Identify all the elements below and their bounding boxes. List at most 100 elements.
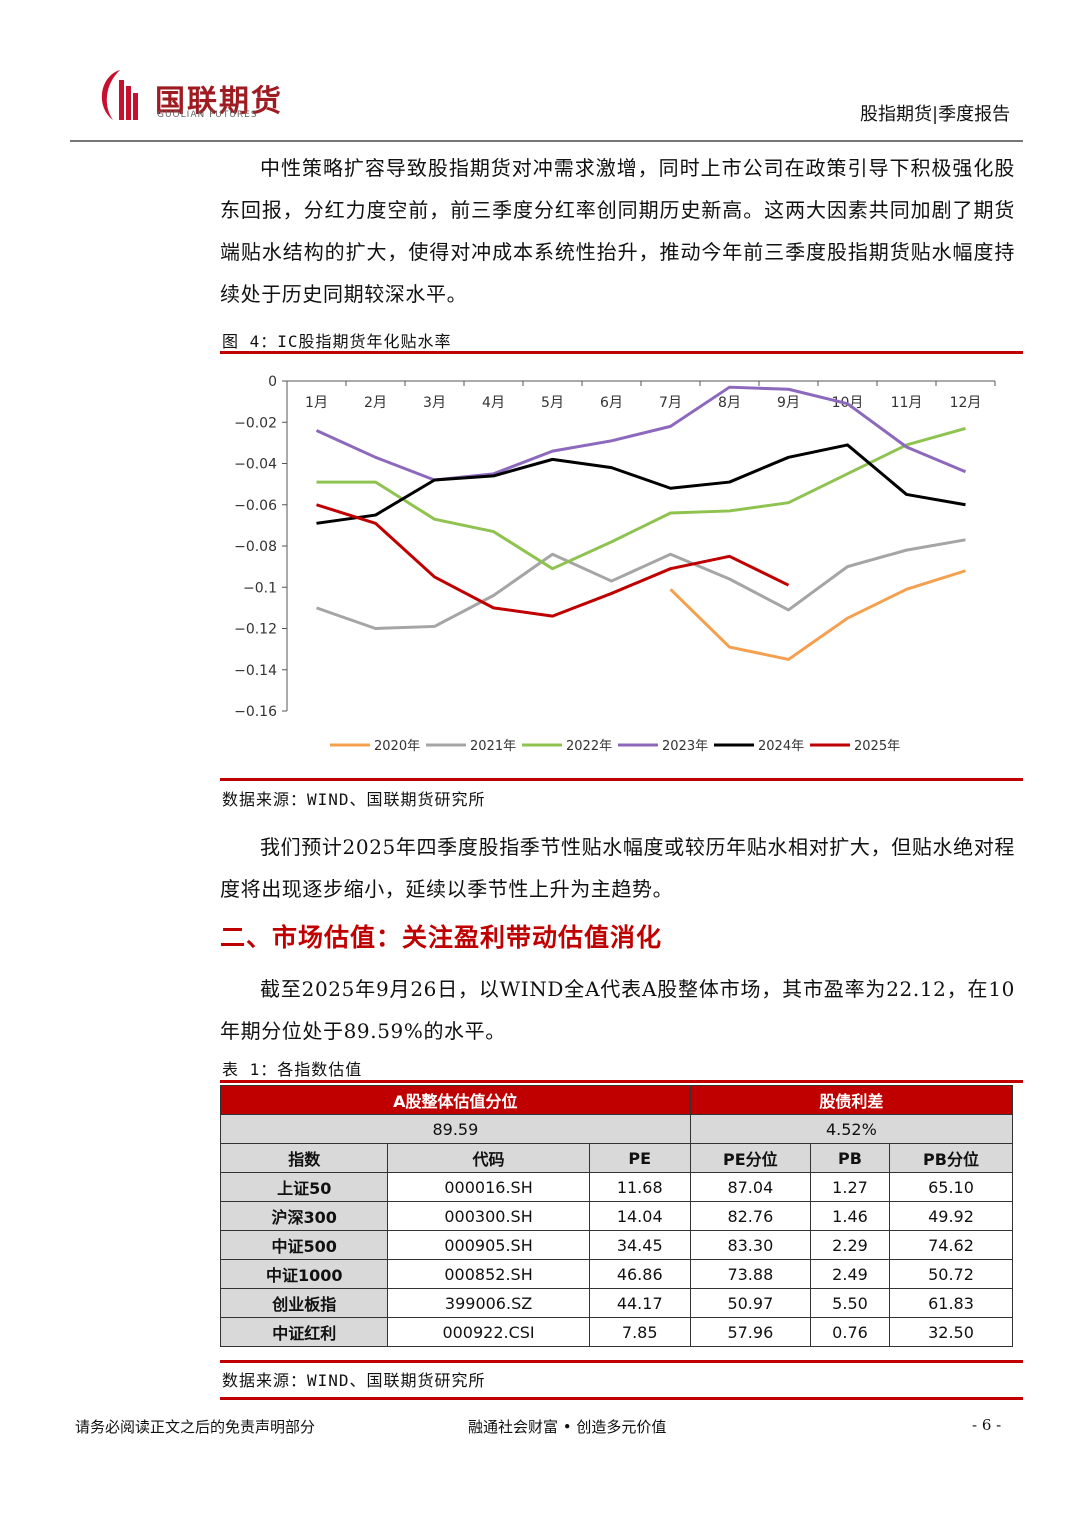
x-tick-label: 2月 [364, 395, 387, 411]
table-cell: 中证1000 [219, 1259, 389, 1289]
legend-label: 2024年 [758, 739, 804, 754]
table-cell: 沪深300 [219, 1201, 389, 1231]
table-header: A股整体估值分位 [220, 1085, 691, 1115]
x-tick-label: 5月 [541, 395, 564, 411]
table-cell: 指数 [219, 1143, 389, 1173]
table-cell: 83.30 [689, 1230, 811, 1260]
legend-label: 2022年 [566, 739, 612, 754]
chart: 0 −0.02 −0.04 −0.06 −0.08 −0.1 −0.12 −0.14 −0.16… [234, 374, 996, 754]
table-cell: 1.27 [809, 1172, 891, 1202]
y-tick-label: −0.16 [234, 704, 277, 720]
series-line [316, 503, 790, 618]
table-cell: PE [588, 1143, 691, 1173]
logo-mark [101, 70, 138, 120]
footer-center: 融通社会财富 • 创造多元价值 [468, 1418, 667, 1436]
logo-text: 国联期货 [155, 84, 283, 119]
table-cell: 50.72 [889, 1259, 1013, 1289]
table-cell: PE分位 [689, 1143, 811, 1173]
table-cell: 49.92 [889, 1201, 1013, 1231]
footer-right: - 6 - [972, 1416, 1002, 1434]
table-cell: 57.96 [689, 1317, 811, 1347]
table-cell: 000852.SH [387, 1259, 590, 1289]
y-tick-label: −0.1 [243, 580, 277, 596]
x-tick-label: 12月 [950, 395, 982, 411]
header-rule [70, 140, 1023, 142]
valuation-table: A股整体估值分位 股债利差 89.59 4.52% 指数 代码 PE PE分位 PB PB… [219, 1085, 1014, 1347]
table-cell: 61.83 [889, 1288, 1013, 1318]
legend-label: 2020年 [374, 739, 420, 754]
x-tick-label: 7月 [659, 395, 682, 411]
table-cell: 44.17 [588, 1288, 691, 1318]
table-cell: 4.52% [689, 1114, 1014, 1144]
table-source: 数据来源：WIND、国联期货研究所 [222, 1371, 486, 1390]
table-cell: 32.50 [889, 1317, 1013, 1347]
x-tick-label: 1月 [305, 395, 328, 411]
x-tick-label: 6月 [600, 395, 623, 411]
table-cell: PB分位 [889, 1143, 1013, 1173]
table-cell: 上证50 [219, 1172, 389, 1202]
table-cell: 中证500 [219, 1230, 389, 1260]
x-tick-label: 4月 [482, 395, 505, 411]
y-tick-label: −0.12 [234, 622, 277, 638]
table-cell: 000922.CSI [387, 1317, 590, 1347]
table-cell: 34.45 [588, 1230, 691, 1260]
table-header: 股债利差 [689, 1085, 1014, 1115]
figure-caption: 图 4：IC股指期货年化贴水率 [222, 332, 452, 351]
table-cell: 46.86 [588, 1259, 691, 1289]
y-tick-label: 0 [268, 374, 277, 390]
table-cell: 000905.SH [387, 1230, 590, 1260]
section-heading: 二、市场估值：关注盈利带动估值消化 [220, 923, 663, 952]
table-cell: 000300.SH [387, 1201, 590, 1231]
table-cell: 7.85 [588, 1317, 691, 1347]
y-tick-label: −0.06 [234, 498, 277, 514]
y-tick-label: −0.04 [234, 457, 277, 473]
table-cell: 399006.SZ [387, 1288, 590, 1318]
paragraph: 我们预计2025年四季度股指季节性贴水幅度或较历年贴水相对扩大，但贴水绝对程度将… [220, 835, 1015, 901]
series-line [316, 443, 966, 525]
table-cell: 000016.SH [387, 1172, 590, 1202]
series-line [316, 426, 966, 571]
table-cell: 0.76 [809, 1317, 891, 1347]
header-label: 股指期货|季度报告 [860, 104, 1011, 125]
table-cell: 82.76 [689, 1201, 811, 1231]
legend-label: 2025年 [854, 739, 900, 754]
table-cell: 87.04 [689, 1172, 811, 1202]
table-caption: 表 1：各指数估值 [222, 1060, 363, 1079]
table-cell: 2.49 [809, 1259, 891, 1289]
series-line [315, 385, 967, 482]
figure-source: 数据来源：WIND、国联期货研究所 [222, 790, 486, 809]
paragraph: 截至2025年9月26日，以WIND全A代表A股整体市场，其市盈率为22.12，… [220, 977, 1015, 1043]
footer-left: 请务必阅读正文之后的免责声明部分 [75, 1418, 316, 1436]
rule [220, 1360, 1023, 1363]
x-tick-label: 11月 [891, 395, 923, 411]
table-cell: 中证红利 [219, 1317, 389, 1347]
table-cell: PB [809, 1143, 891, 1173]
table-cell: 74.62 [889, 1230, 1013, 1260]
table-cell: 65.10 [889, 1172, 1013, 1202]
legend-label: 2021年 [470, 739, 516, 754]
y-tick-label: −0.08 [234, 539, 277, 555]
table-cell: 5.50 [809, 1288, 891, 1318]
table-cell: 11.68 [588, 1172, 691, 1202]
table-cell: 14.04 [588, 1201, 691, 1231]
x-tick-label: 8月 [718, 395, 741, 411]
rule [220, 351, 1023, 354]
x-tick-label: 3月 [423, 395, 446, 411]
table-cell: 1.46 [809, 1201, 891, 1231]
table-cell: 73.88 [689, 1259, 811, 1289]
y-tick-label: −0.14 [234, 663, 277, 679]
table-cell: 代码 [387, 1143, 590, 1173]
series-line [669, 569, 966, 661]
paragraph: 中性策略扩容导致股指期货对冲需求激增，同时上市公司在政策引导下积极强化股东回报，… [220, 156, 1015, 306]
logo-subtext: GUOLIAN FUTURES [157, 110, 258, 120]
series-line [316, 538, 966, 630]
y-tick-label: −0.02 [234, 415, 277, 431]
rule [220, 1080, 1023, 1083]
table-cell: 2.29 [809, 1230, 891, 1260]
legend-label: 2023年 [662, 739, 708, 754]
rule [220, 778, 1023, 781]
table-cell: 89.59 [220, 1114, 691, 1144]
table-cell: 创业板指 [219, 1288, 389, 1318]
x-tick-label: 9月 [777, 395, 800, 411]
